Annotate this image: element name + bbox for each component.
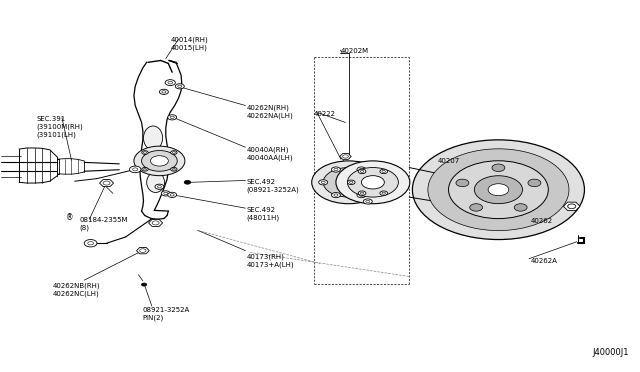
- Polygon shape: [563, 202, 580, 211]
- Circle shape: [142, 151, 148, 154]
- Circle shape: [178, 85, 182, 87]
- Circle shape: [366, 201, 370, 203]
- Circle shape: [172, 152, 175, 153]
- Circle shape: [312, 161, 386, 204]
- Circle shape: [159, 89, 168, 94]
- Circle shape: [492, 164, 505, 171]
- Circle shape: [336, 161, 410, 204]
- Text: 40262N(RH)
40262NA(LH): 40262N(RH) 40262NA(LH): [246, 105, 294, 119]
- Circle shape: [456, 179, 469, 187]
- Circle shape: [142, 167, 148, 171]
- Circle shape: [140, 249, 146, 253]
- Circle shape: [184, 180, 191, 184]
- Circle shape: [348, 167, 398, 197]
- Text: 08921-3252A
PIN(2): 08921-3252A PIN(2): [143, 307, 190, 321]
- Text: SEC.492
(48011H): SEC.492 (48011H): [246, 208, 280, 221]
- Circle shape: [175, 84, 184, 89]
- Circle shape: [334, 169, 338, 171]
- Circle shape: [141, 283, 147, 286]
- Circle shape: [161, 191, 170, 196]
- Circle shape: [358, 191, 366, 195]
- Circle shape: [172, 169, 175, 170]
- Circle shape: [152, 221, 159, 225]
- Circle shape: [332, 167, 340, 172]
- Circle shape: [380, 191, 388, 195]
- Circle shape: [157, 186, 161, 188]
- Polygon shape: [340, 154, 351, 159]
- Polygon shape: [136, 247, 149, 254]
- Circle shape: [348, 180, 355, 185]
- Circle shape: [357, 193, 366, 198]
- Circle shape: [412, 140, 584, 240]
- Circle shape: [150, 156, 168, 166]
- Circle shape: [321, 181, 325, 183]
- Text: 40262NB(RH)
40262NC(LH): 40262NB(RH) 40262NC(LH): [52, 283, 100, 297]
- Text: 40173(RH)
40173+A(LH): 40173(RH) 40173+A(LH): [246, 253, 294, 268]
- Text: SEC.391
(39100M(RH)
(39101(LH): SEC.391 (39100M(RH) (39101(LH): [36, 116, 83, 138]
- Circle shape: [129, 166, 141, 173]
- Circle shape: [470, 204, 483, 211]
- Text: 40262: 40262: [531, 218, 552, 224]
- Circle shape: [332, 193, 340, 198]
- Text: 40222: 40222: [314, 112, 335, 118]
- Circle shape: [382, 170, 385, 173]
- Ellipse shape: [143, 126, 163, 150]
- Circle shape: [84, 240, 97, 247]
- Circle shape: [162, 91, 166, 93]
- Circle shape: [449, 161, 548, 219]
- Polygon shape: [148, 219, 163, 227]
- Text: SEC.492
(08921-3252A): SEC.492 (08921-3252A): [246, 179, 300, 193]
- Circle shape: [170, 194, 174, 196]
- Circle shape: [514, 204, 527, 211]
- Circle shape: [170, 116, 174, 119]
- Circle shape: [488, 184, 509, 196]
- Ellipse shape: [147, 172, 164, 192]
- Circle shape: [143, 169, 147, 170]
- Circle shape: [143, 152, 147, 153]
- Circle shape: [164, 192, 168, 195]
- Circle shape: [132, 168, 138, 171]
- Circle shape: [382, 192, 385, 194]
- Circle shape: [428, 149, 569, 231]
- Circle shape: [360, 194, 364, 196]
- Circle shape: [349, 181, 353, 183]
- Circle shape: [319, 180, 328, 185]
- Circle shape: [168, 192, 177, 198]
- Text: 08184-2355M
(8): 08184-2355M (8): [79, 217, 127, 231]
- Circle shape: [342, 155, 348, 158]
- Circle shape: [474, 176, 522, 203]
- Circle shape: [171, 151, 177, 154]
- Circle shape: [155, 184, 164, 189]
- Text: 40014(RH)
40015(LH): 40014(RH) 40015(LH): [170, 36, 208, 51]
- Circle shape: [168, 81, 173, 84]
- Polygon shape: [100, 180, 113, 187]
- Circle shape: [171, 167, 177, 171]
- Text: 40262A: 40262A: [531, 258, 557, 264]
- Circle shape: [360, 170, 364, 173]
- Circle shape: [360, 169, 364, 171]
- Text: 40207: 40207: [438, 158, 460, 164]
- Circle shape: [360, 192, 364, 194]
- Circle shape: [141, 151, 177, 171]
- Text: 40040A(RH)
40040AA(LH): 40040A(RH) 40040AA(LH): [246, 147, 293, 161]
- Circle shape: [134, 146, 185, 176]
- Circle shape: [528, 179, 541, 187]
- Circle shape: [380, 169, 388, 174]
- Circle shape: [364, 199, 372, 204]
- Circle shape: [362, 176, 385, 189]
- Polygon shape: [349, 167, 374, 197]
- Circle shape: [568, 204, 575, 209]
- Circle shape: [358, 169, 366, 174]
- Circle shape: [568, 204, 576, 209]
- Circle shape: [323, 167, 374, 197]
- Circle shape: [357, 167, 366, 172]
- Text: ®: ®: [67, 213, 74, 222]
- Circle shape: [88, 241, 93, 245]
- Circle shape: [165, 80, 175, 86]
- Text: J40000J1: J40000J1: [593, 347, 629, 357]
- Circle shape: [334, 194, 338, 196]
- Text: 40202M: 40202M: [340, 48, 369, 54]
- Circle shape: [103, 181, 110, 185]
- Circle shape: [168, 115, 177, 120]
